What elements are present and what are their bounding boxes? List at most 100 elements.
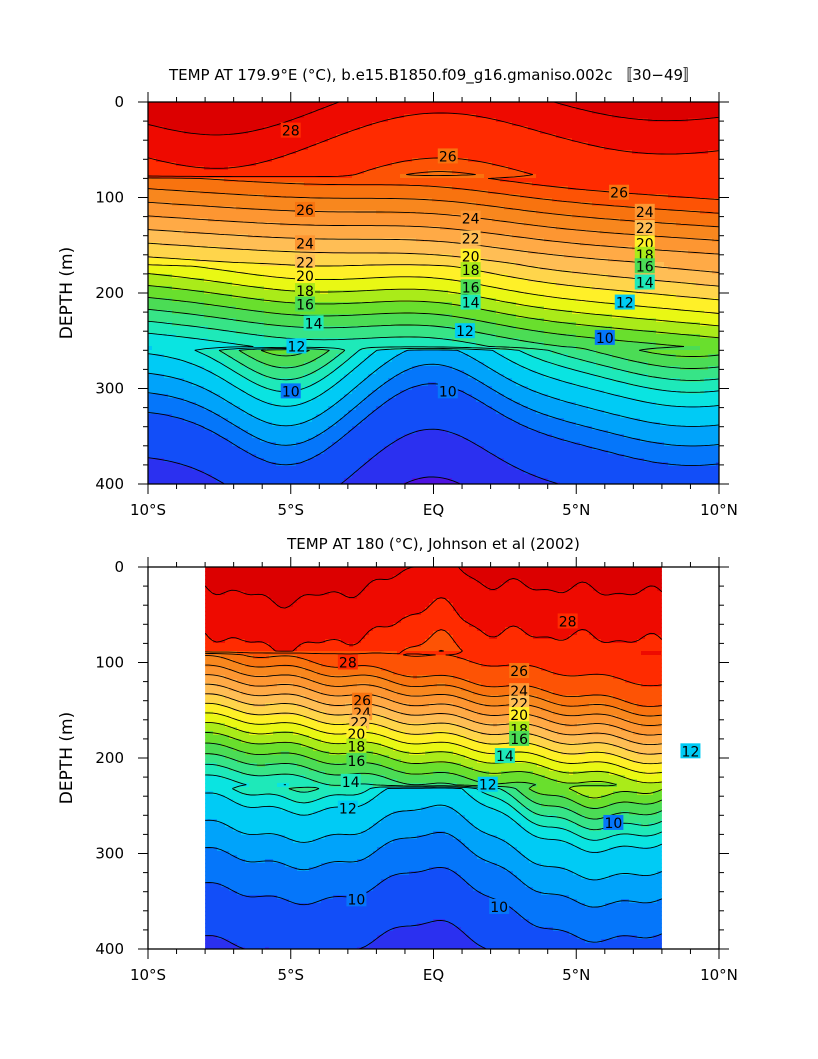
x-tick-label: 10°N: [700, 966, 738, 984]
contour-label-14: 14: [341, 774, 361, 791]
y-tick-label: 200: [95, 749, 124, 767]
contour-label-16: 16: [346, 753, 366, 770]
contour-label-text: 12: [456, 324, 474, 340]
y-axis-label: DEPTH (m): [57, 247, 77, 339]
contour-label-26: 26: [609, 185, 629, 202]
contour-label-text: 26: [439, 149, 457, 165]
y-axis-label: DEPTH (m): [57, 712, 77, 804]
contour-label-12: 12: [286, 338, 306, 355]
filled-contours: [205, 567, 666, 952]
contour-label-text: 26: [610, 186, 628, 202]
contour-label-text: 10: [348, 892, 366, 908]
contour-label-text: 12: [479, 778, 497, 794]
contour-label-16: 16: [509, 731, 529, 748]
contour-label-14: 14: [495, 748, 515, 765]
x-tick-label: EQ: [423, 501, 444, 519]
contour-label-28: 28: [558, 613, 578, 630]
contour-label-20: 20: [295, 268, 315, 285]
contour-label-text: 28: [559, 614, 577, 630]
contour-label-text: 24: [636, 205, 654, 221]
contour-label-24: 24: [461, 211, 481, 228]
contour-label-text: 22: [636, 221, 654, 237]
x-tick-label: EQ: [423, 966, 444, 984]
contour-label-10: 10: [438, 383, 458, 400]
contour-label-text: 10: [282, 384, 300, 400]
contour-label-12: 12: [680, 743, 700, 760]
contour-label-text: 14: [305, 317, 323, 333]
contour-label-text: 10: [604, 816, 622, 832]
contour-label-text: 10: [596, 331, 614, 347]
contour-label-10: 10: [595, 330, 615, 347]
x-tick-label: 5°N: [562, 966, 590, 984]
contour-label-text: 12: [682, 744, 700, 760]
y-tick-label: 100: [95, 189, 124, 207]
contour-label-text: 24: [462, 212, 480, 228]
x-tick-label: 5°N: [562, 501, 590, 519]
y-tick-label: 300: [95, 380, 124, 398]
contour-label-22: 22: [635, 220, 655, 237]
y-tick-label: 400: [95, 475, 124, 493]
x-tick-label: 10°N: [700, 501, 738, 519]
contour-label-text: 10: [439, 384, 457, 400]
contour-label-12: 12: [478, 777, 498, 794]
contour-label-text: 10: [490, 900, 508, 916]
y-tick-label: 400: [95, 940, 124, 958]
contour-label-26: 26: [509, 663, 529, 680]
contour-label-text: 12: [288, 339, 306, 355]
contour-label-24: 24: [295, 235, 315, 252]
contour-label-text: 26: [510, 664, 528, 680]
contour-label-text: 16: [510, 732, 528, 748]
contour-label-text: 28: [339, 656, 357, 672]
contour-label-text: 16: [296, 297, 314, 313]
contour-label-text: 16: [348, 754, 366, 770]
contour-label-text: 20: [296, 269, 314, 285]
contour-label-16: 16: [461, 279, 481, 296]
contour-label-22: 22: [461, 231, 481, 248]
contour-label-text: 26: [296, 203, 314, 219]
y-tick-label: 0: [114, 558, 124, 576]
x-tick-label: 10°S: [130, 966, 166, 984]
contour-label-10: 10: [346, 891, 366, 908]
contour-label-26: 26: [438, 148, 458, 165]
y-tick-label: 0: [114, 93, 124, 111]
contour-label-12: 12: [615, 295, 635, 312]
contour-label-text: 14: [496, 749, 514, 765]
contour-label-14: 14: [635, 274, 655, 291]
contour-label-24: 24: [635, 204, 655, 221]
contour-label-26: 26: [295, 202, 315, 219]
contour-label-10: 10: [489, 899, 509, 916]
contour-label-10: 10: [603, 815, 623, 832]
y-tick-label: 300: [95, 845, 124, 863]
contour-label-text: 24: [296, 236, 314, 252]
contour-label-text: 16: [636, 259, 654, 275]
contour-label-text: 14: [636, 275, 654, 291]
contour-label-text: 22: [462, 232, 480, 248]
contour-label-10: 10: [281, 383, 301, 400]
contour-label-text: 18: [462, 263, 480, 279]
x-tick-label: 5°S: [277, 501, 304, 519]
chart-title: TEMP AT 179.9°E (°C), b.e15.B1850.f09_g1…: [168, 66, 698, 85]
contour-label-14: 14: [461, 295, 481, 312]
contour-label-12: 12: [338, 801, 358, 818]
chart-title: TEMP AT 180 (°C), Johnson et al (2002): [286, 535, 580, 553]
contour-label-28: 28: [338, 655, 358, 672]
contour-label-text: 14: [462, 296, 480, 312]
contour-label-12: 12: [455, 323, 475, 340]
x-tick-label: 10°S: [130, 501, 166, 519]
y-tick-label: 200: [95, 284, 124, 302]
contour-label-text: 16: [462, 280, 480, 296]
contour-label-text: 12: [339, 802, 357, 818]
contour-label-text: 28: [282, 124, 300, 140]
contour-label-text: 14: [342, 775, 360, 791]
y-tick-label: 100: [95, 654, 124, 672]
contour-label-text: 12: [616, 296, 634, 312]
contour-label-14: 14: [304, 316, 324, 333]
contour-label-16: 16: [295, 296, 315, 313]
contour-label-16: 16: [635, 258, 655, 275]
contour-label-18: 18: [461, 262, 481, 279]
contour-label-28: 28: [281, 123, 301, 140]
